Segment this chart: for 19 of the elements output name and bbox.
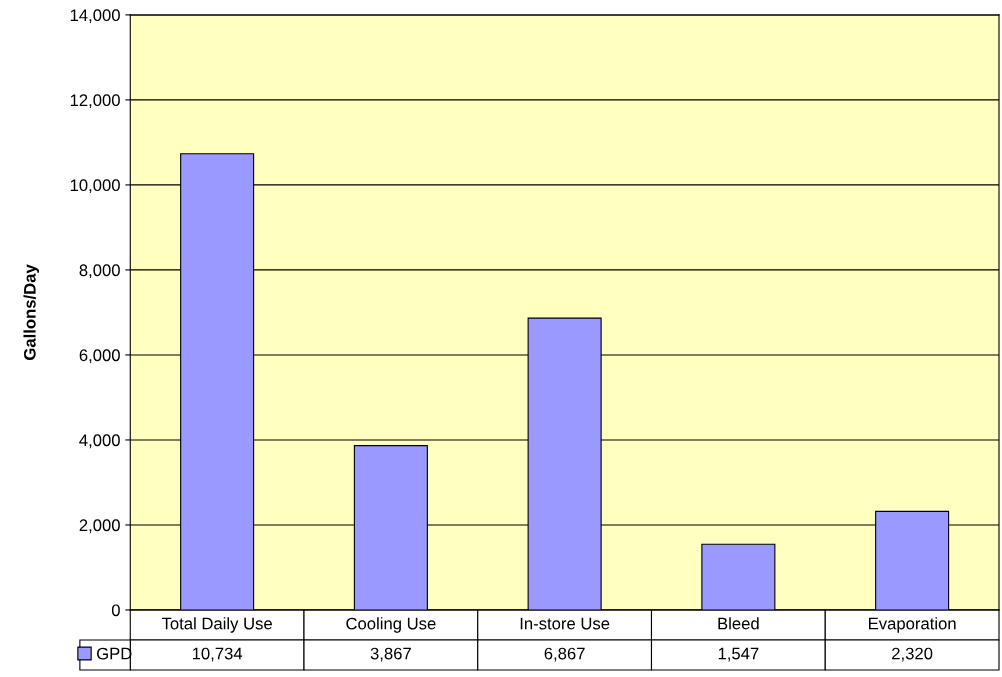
data-label: 1,547 [718, 647, 759, 662]
y-tick-label: 12,000 [70, 94, 120, 109]
y-tick-label: 0 [111, 604, 120, 617]
x-tick-label: Total Daily Use [161, 617, 272, 633]
y-tick-label: 8,000 [79, 264, 120, 279]
y-tick-label: 2,000 [79, 519, 120, 534]
y-axis-title: Gallons/Day [23, 264, 40, 360]
data-label: 3,867 [370, 647, 411, 662]
data-label: 10,734 [192, 647, 243, 662]
data-label: 6,867 [544, 647, 585, 662]
x-tick-label: In-store Use [520, 617, 610, 630]
y-tick-label: 10,000 [70, 179, 120, 194]
x-tick-label: Evaporation [869, 617, 956, 633]
data-label: 2,320 [892, 647, 933, 662]
x-tick-label: Bleed [718, 617, 759, 630]
y-tick-label: 14,000 [70, 9, 120, 24]
x-tick-label: Cooling Use [346, 617, 436, 633]
y-tick-label: 4,000 [79, 434, 120, 449]
y-tick-label: 6,000 [79, 349, 120, 364]
